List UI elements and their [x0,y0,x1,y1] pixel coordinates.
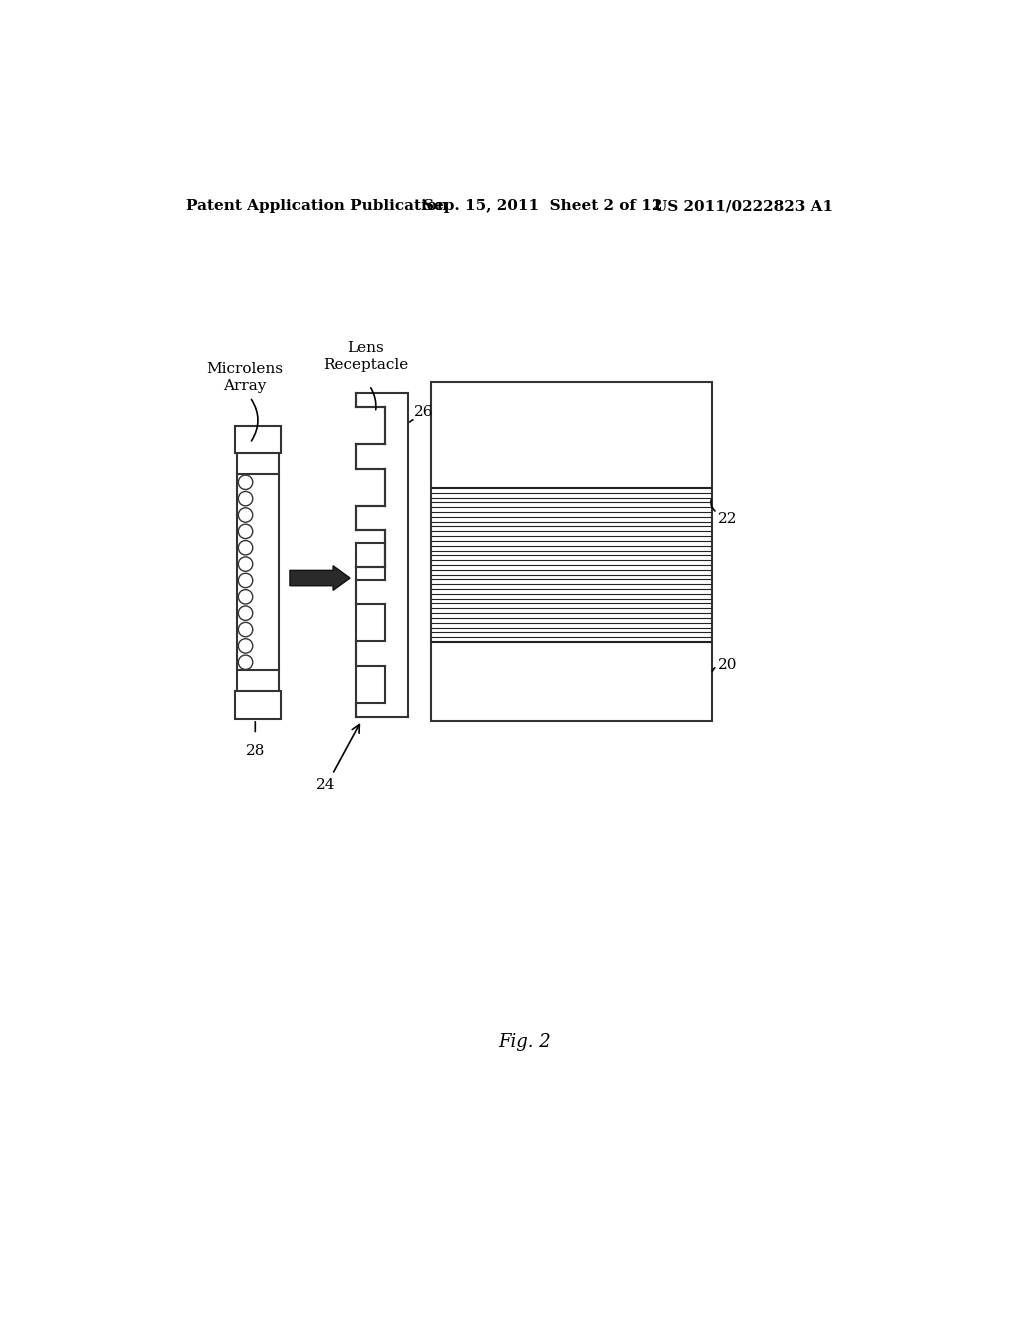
Text: Lens
Receptacle: Lens Receptacle [323,341,408,372]
Circle shape [239,606,253,620]
Circle shape [239,639,253,653]
Circle shape [239,475,253,490]
Circle shape [239,524,253,539]
Circle shape [239,491,253,506]
Text: Fig. 2: Fig. 2 [499,1034,551,1051]
Circle shape [239,557,253,572]
Text: Sep. 15, 2011  Sheet 2 of 12: Sep. 15, 2011 Sheet 2 of 12 [423,199,663,213]
Text: Patent Application Publication: Patent Application Publication [186,199,449,213]
Text: 28: 28 [246,743,265,758]
Circle shape [239,590,253,605]
Circle shape [239,573,253,587]
Circle shape [239,540,253,554]
Text: 24: 24 [315,779,335,792]
Text: Microlens
Array: Microlens Array [206,362,283,393]
Text: US 2011/0222823 A1: US 2011/0222823 A1 [654,199,834,213]
Bar [237,432,280,713]
FancyArrow shape [290,566,350,590]
Circle shape [239,508,253,523]
Text: 26: 26 [414,405,433,420]
Circle shape [239,655,253,669]
Bar [431,381,712,721]
Text: 22: 22 [718,512,737,525]
Bar [234,692,282,719]
Bar [234,425,282,453]
Circle shape [239,622,253,636]
Text: 20: 20 [718,659,737,672]
